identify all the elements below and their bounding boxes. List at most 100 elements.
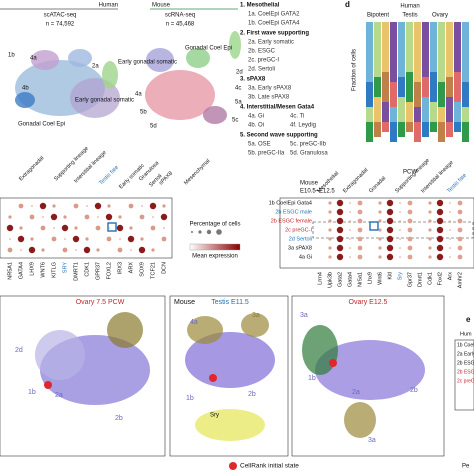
legend-item: 1. Mesothelial — [240, 3, 280, 9]
dot — [9, 238, 11, 240]
dot — [349, 256, 351, 258]
dot — [428, 255, 432, 259]
dot — [457, 236, 463, 242]
panel-letter: e — [466, 315, 471, 324]
legend-item: 3b. Late sPAX8 — [248, 95, 290, 101]
bar-segment — [382, 22, 389, 72]
legend-item: 4a. Gi — [248, 114, 264, 120]
dot — [94, 202, 102, 210]
dot — [152, 216, 154, 218]
bar-segment — [454, 22, 461, 72]
dot — [428, 246, 432, 250]
dot — [436, 235, 444, 243]
cluster-label: Gonadal Coel Epi — [18, 122, 65, 128]
bar-segment — [398, 97, 405, 122]
dot — [72, 235, 80, 243]
dot — [457, 218, 463, 224]
inset-label: Sry — [210, 413, 219, 419]
cluster-label: 2d — [15, 347, 23, 354]
cluster-label: 2a — [92, 64, 99, 70]
cluster-label: 4a — [190, 319, 198, 326]
row-label: 2a Early — [457, 351, 474, 357]
legend-item: 2b. ESGC — [248, 49, 276, 55]
axis-title: Fraction of cells — [352, 49, 358, 91]
dotplot-title: Mouse — [300, 181, 319, 187]
key-title: Percentage of cells — [189, 222, 240, 228]
dot — [28, 246, 36, 254]
bar-segment — [422, 77, 429, 97]
dot — [328, 219, 332, 223]
dot — [428, 210, 432, 214]
dot — [336, 226, 344, 234]
umap-mouse — [145, 31, 241, 124]
group-label: Testis — [402, 13, 417, 19]
dot — [349, 229, 351, 231]
cluster-label: Early gonadal somatic — [75, 98, 134, 104]
dot-grid — [6, 199, 463, 261]
species-label: Mouse — [152, 3, 171, 9]
column-header: Gonadal — [368, 175, 387, 194]
bar-segment — [366, 82, 373, 107]
dot — [449, 238, 451, 240]
bar-segment — [462, 122, 469, 142]
bar-segment — [406, 22, 413, 72]
legend-item: 5b. preGC-IIa — [248, 151, 285, 157]
dot — [328, 210, 332, 214]
bar-segment — [422, 97, 429, 122]
gene-label: Amhr2 — [457, 272, 463, 288]
column-header: Extragonadal — [18, 155, 45, 182]
gene-label: DCN — [161, 262, 167, 274]
dot — [139, 214, 145, 220]
dot — [449, 220, 451, 222]
dot — [51, 236, 57, 242]
dot — [436, 226, 444, 234]
row-label: 2c preG — [457, 378, 474, 384]
gene-label: Foxl2 — [437, 272, 443, 285]
dot — [42, 216, 44, 218]
column-header: Mesenchymal — [183, 158, 211, 186]
legend-item: 4. Interstitial/Mesen Gata4 — [240, 105, 315, 111]
bar-segment — [438, 107, 445, 122]
dot — [386, 244, 394, 252]
gene-label: GATA4 — [18, 262, 24, 279]
cluster-label: 4a — [135, 92, 142, 98]
dot — [436, 199, 444, 207]
streamplots — [35, 312, 474, 470]
bar-segment — [398, 77, 405, 97]
dot — [117, 247, 123, 253]
dot — [357, 209, 363, 215]
dot — [84, 214, 90, 220]
gene-label: Kitl — [387, 272, 393, 280]
cluster-label: Early gonadal somatic — [118, 60, 177, 66]
dot — [108, 227, 110, 229]
bar-segment — [462, 107, 469, 122]
dot — [97, 216, 99, 218]
gene-label: KITLG — [51, 262, 57, 278]
bar-segment — [462, 22, 469, 82]
dot — [428, 237, 432, 241]
count: n = 74,592 — [46, 22, 75, 28]
gene-label: Gpr37 — [407, 272, 413, 287]
column-header: Testis fate — [446, 173, 468, 195]
dot — [407, 218, 413, 224]
dot — [386, 199, 394, 207]
dot — [436, 208, 444, 216]
dot — [428, 228, 432, 232]
dot — [105, 213, 113, 221]
dot — [96, 248, 100, 252]
bar-segment — [390, 22, 397, 82]
dot — [349, 238, 351, 240]
cluster-label: 5a — [235, 100, 242, 106]
gene-label: GPR37 — [95, 262, 101, 280]
bar-segment — [374, 22, 381, 77]
cluster-label: 3a — [252, 312, 260, 319]
dot — [449, 202, 451, 204]
dot — [407, 254, 413, 260]
dot — [151, 248, 155, 252]
row-label: 2d Sertoli — [289, 236, 312, 242]
cluster-label: 1b — [8, 53, 15, 59]
dot — [138, 246, 146, 254]
bar-segment — [422, 22, 429, 77]
dot — [328, 228, 332, 232]
gene-label: DMRT1 — [73, 262, 79, 281]
